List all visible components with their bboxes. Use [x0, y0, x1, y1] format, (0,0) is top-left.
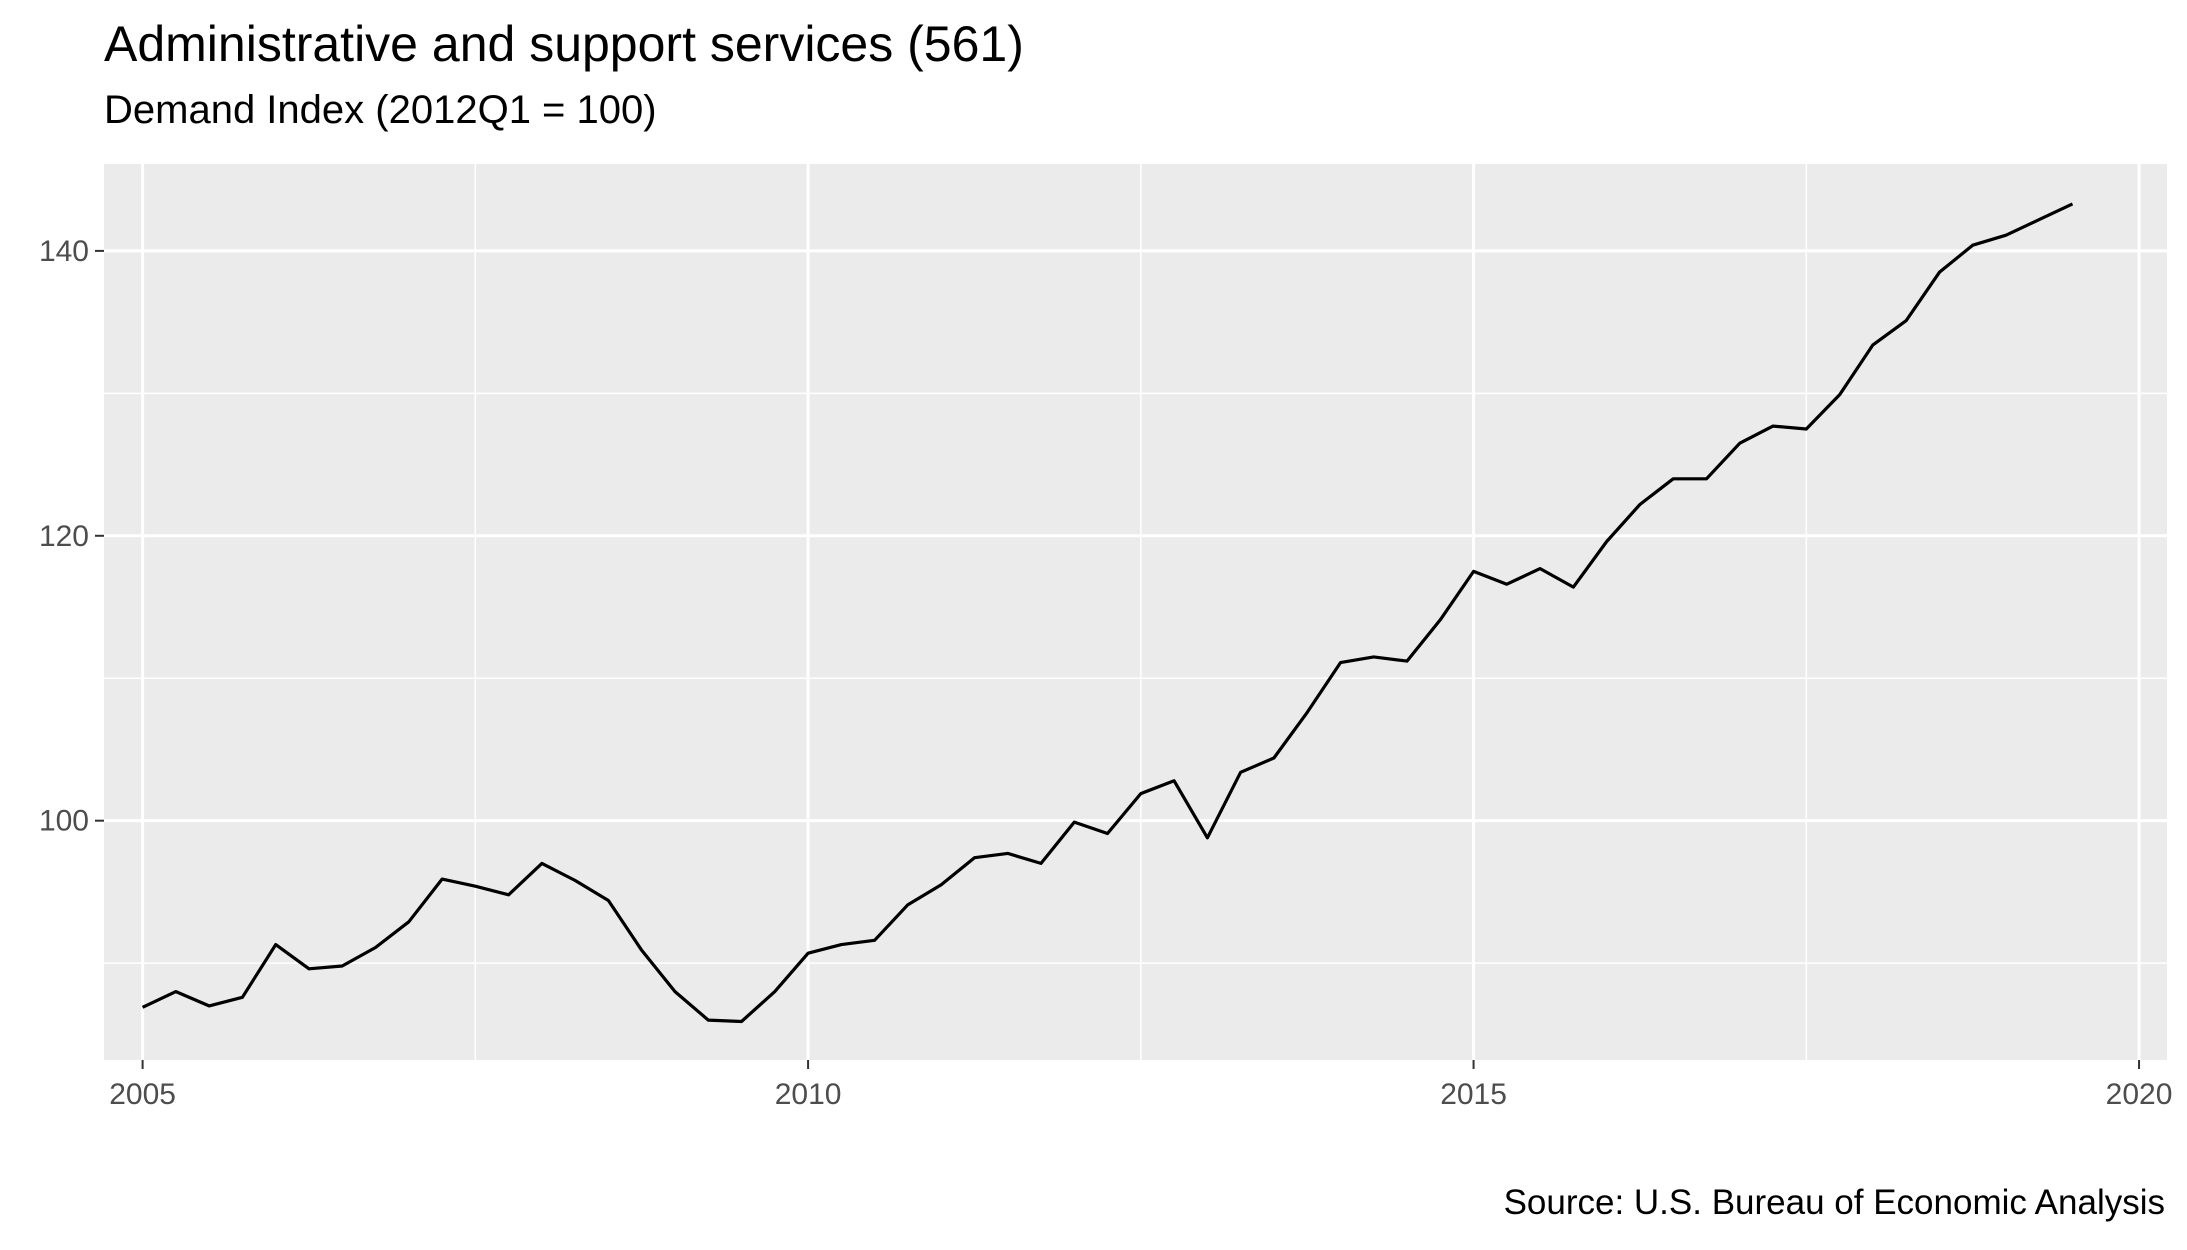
x-tick-label: 2005	[109, 1078, 176, 1111]
minor-gridlines	[104, 164, 2167, 1060]
source-caption: Source: U.S. Bureau of Economic Analysis	[1503, 1183, 2165, 1222]
chart-subtitle: Demand Index (2012Q1 = 100)	[104, 88, 657, 132]
x-tick-label: 2010	[775, 1078, 842, 1111]
plot-panel	[104, 164, 2167, 1060]
y-tick-label: 140	[39, 235, 89, 268]
y-tick-label: 120	[39, 520, 89, 553]
x-tick-label: 2020	[2106, 1078, 2173, 1111]
series-line	[141, 202, 2074, 1024]
axis-tick-labels: 2005 2010 2015 2020 100 120 140	[39, 235, 2172, 1111]
axis-ticks	[95, 249, 2141, 1069]
series-layer	[141, 202, 2074, 1024]
chart-title: Administrative and support services (561…	[104, 16, 1024, 72]
x-tick-label: 2015	[1440, 1078, 1507, 1111]
y-tick-label: 100	[39, 805, 89, 838]
major-gridlines	[104, 164, 2167, 1060]
